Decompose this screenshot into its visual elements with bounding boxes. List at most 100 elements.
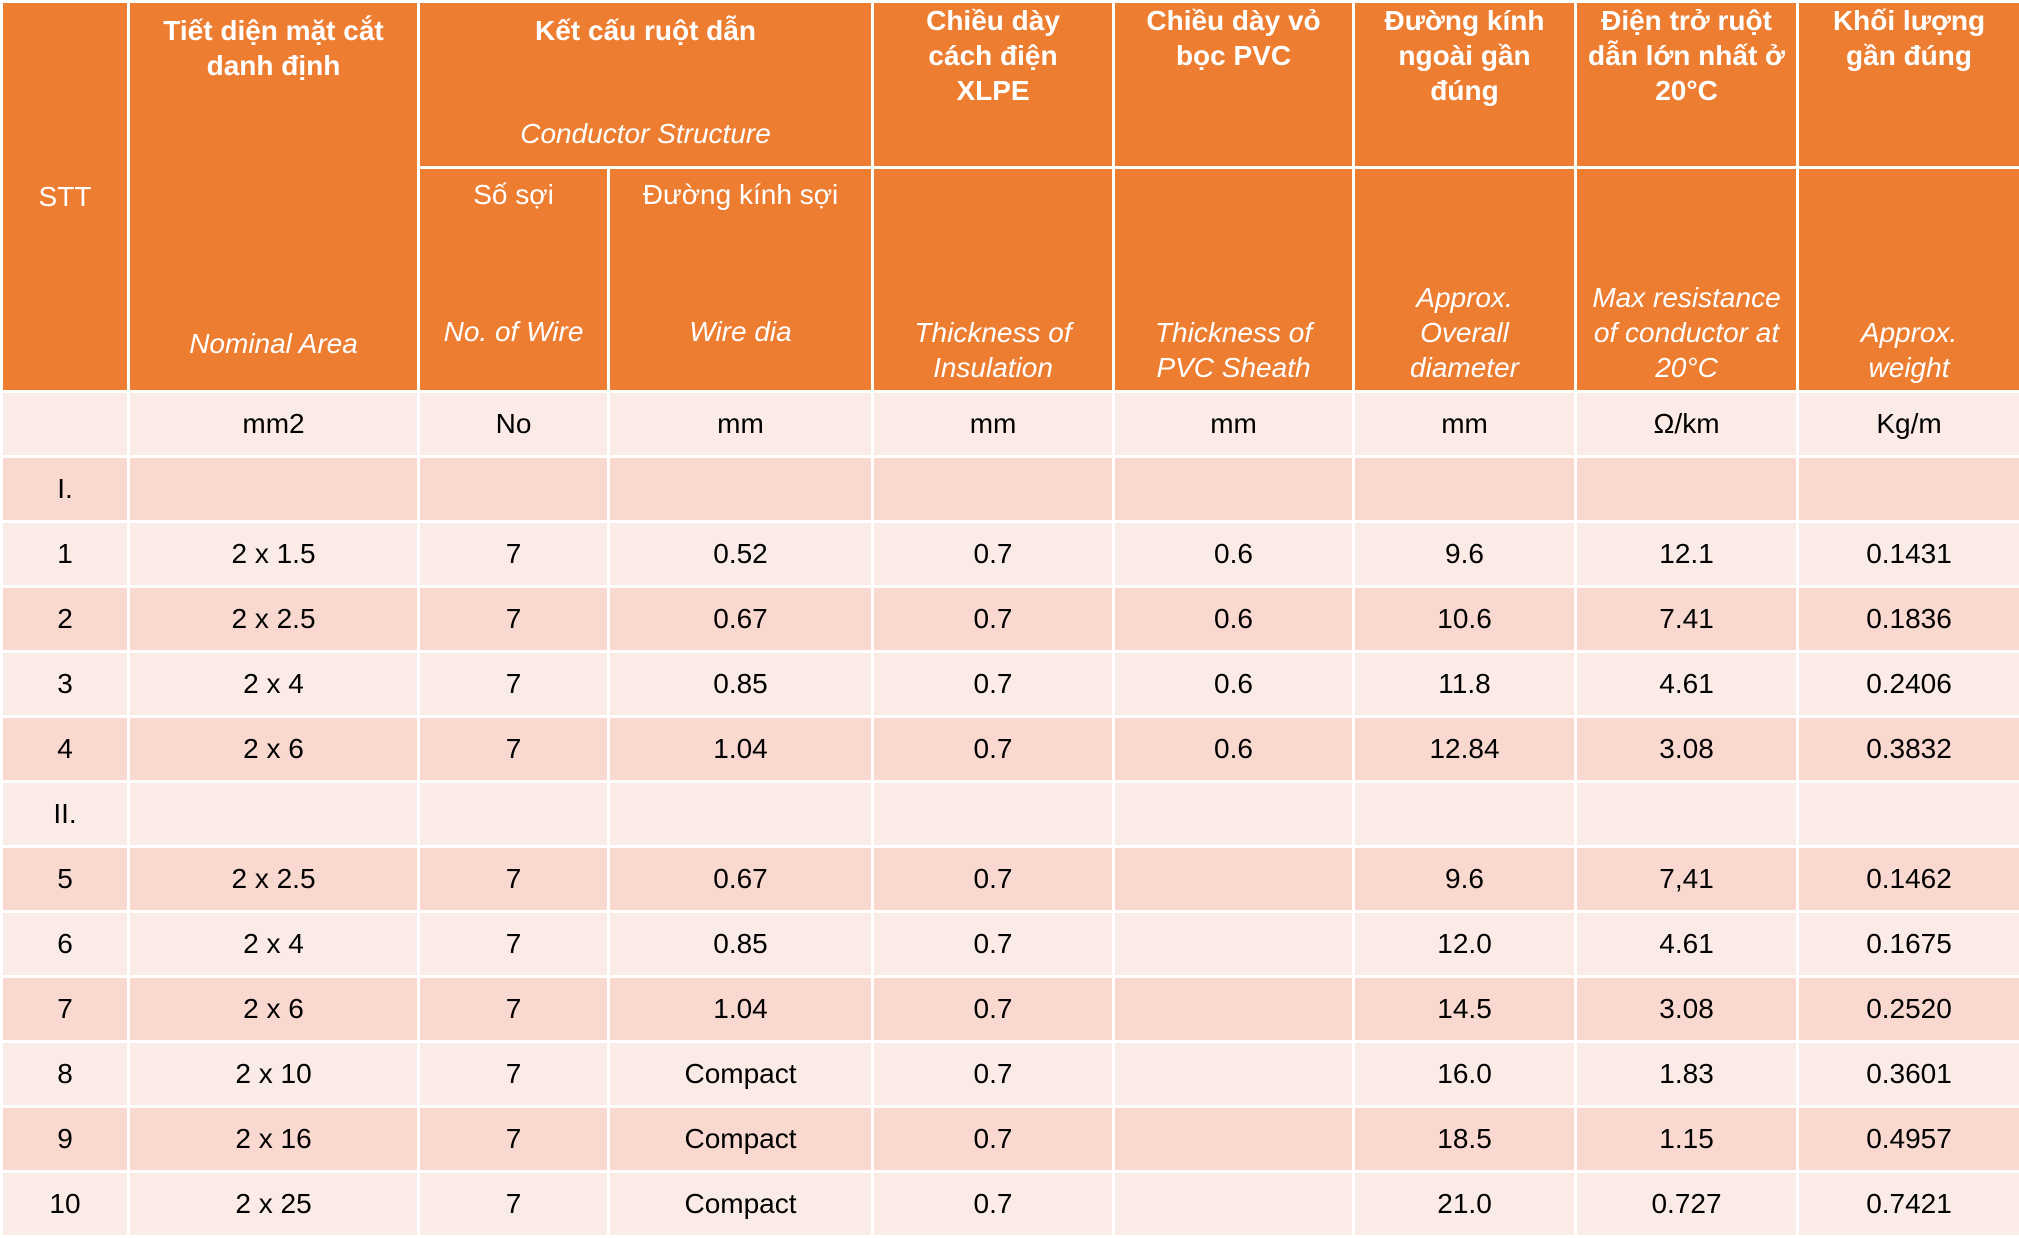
table-cell xyxy=(1112,1170,1356,1238)
table-body: mm2 No mm mm mm mm Ω/km Kg/m I. 1 2 x 1.5 7… xyxy=(0,390,2019,1238)
table-cell xyxy=(1352,455,1578,523)
row-index-cell: 7 xyxy=(0,975,130,1043)
table-cell: 0.7 xyxy=(871,1105,1116,1173)
unit-cell: Kg/m xyxy=(1796,390,2019,458)
table-cell: 12.1 xyxy=(1574,520,1800,588)
header-wire-dia-en: Wire dia xyxy=(689,315,792,347)
table-cell: 0.727 xyxy=(1574,1170,1800,1238)
table-cell xyxy=(127,455,420,523)
table-cell: 2 x 2.5 xyxy=(127,845,420,913)
table-cell: 18.5 xyxy=(1352,1105,1578,1173)
units-row: mm2 No mm mm mm mm Ω/km Kg/m xyxy=(0,390,2019,458)
table-cell xyxy=(1112,975,1356,1043)
table-cell: 1.04 xyxy=(606,975,875,1043)
header-wire-dia: Đường kính sợi Wire dia xyxy=(606,166,875,393)
header-nominal-area-vi: Tiết diện mặt cắt danh định xyxy=(163,14,384,81)
table-header: STT Tiết diện mặt cắt danh định Nominal … xyxy=(0,0,2019,393)
table-cell xyxy=(1112,910,1356,978)
header-insulation-vi-cell: Chiều dày cách điện XLPE xyxy=(871,0,1116,169)
table-cell: 0.85 xyxy=(606,910,875,978)
table-cell: 2 x 6 xyxy=(127,975,420,1043)
table-cell: 0.7 xyxy=(871,650,1116,718)
unit-cell xyxy=(0,390,130,458)
header-weight-en: Approx. weight xyxy=(1860,316,1958,383)
unit-cell: mm xyxy=(606,390,875,458)
table-cell xyxy=(1112,1105,1356,1173)
header-diameter-en-cell: Approx. Overall diameter xyxy=(1352,166,1578,393)
table-cell: 0.52 xyxy=(606,520,875,588)
header-insulation-en-cell: Thickness of Insulation xyxy=(871,166,1116,393)
table-cell: 9.6 xyxy=(1352,520,1578,588)
table-cell: 0.7 xyxy=(871,585,1116,653)
header-conductor-structure-en: Conductor Structure xyxy=(520,117,771,149)
table-cell: 0.1836 xyxy=(1796,585,2019,653)
table-cell: 4.61 xyxy=(1574,650,1800,718)
table-cell: 7 xyxy=(417,650,610,718)
table-cell: 7 xyxy=(417,1040,610,1108)
header-insulation-en: Thickness of Insulation xyxy=(914,316,1072,383)
table-cell: 0.4957 xyxy=(1796,1105,2019,1173)
table-cell: 0.67 xyxy=(606,585,875,653)
table-cell: 2 x 16 xyxy=(127,1105,420,1173)
header-no-of-wire-vi: Số sợi xyxy=(473,178,554,210)
table-cell: 9.6 xyxy=(1352,845,1578,913)
header-nominal-area-en: Nominal Area xyxy=(189,327,358,359)
table-cell: 14.5 xyxy=(1352,975,1578,1043)
table-cell: 0.6 xyxy=(1112,520,1356,588)
header-sheath-en: Thickness of PVC Sheath xyxy=(1154,316,1313,383)
table-cell: 7 xyxy=(417,715,610,783)
table-cell: 1.83 xyxy=(1574,1040,1800,1108)
row-index-cell: 10 xyxy=(0,1170,130,1238)
table-cell: 2 x 10 xyxy=(127,1040,420,1108)
table-cell: 0.7 xyxy=(871,1040,1116,1108)
table-cell xyxy=(1796,780,2019,848)
table-cell xyxy=(1112,455,1356,523)
table-cell: 7 xyxy=(417,910,610,978)
header-sheath-en-cell: Thickness of PVC Sheath xyxy=(1112,166,1356,393)
table-cell: 0.6 xyxy=(1112,650,1356,718)
row-index-cell: 9 xyxy=(0,1105,130,1173)
table-cell xyxy=(1112,1040,1356,1108)
table-cell xyxy=(1796,455,2019,523)
table-cell: 1.04 xyxy=(606,715,875,783)
table-cell: 7,41 xyxy=(1574,845,1800,913)
table-row: II. xyxy=(0,780,2019,848)
table-cell: 0.7 xyxy=(871,1170,1116,1238)
row-index-cell: 1 xyxy=(0,520,130,588)
table-cell: 0.7 xyxy=(871,910,1116,978)
table-cell xyxy=(1112,845,1356,913)
table-cell: 3.08 xyxy=(1574,975,1800,1043)
table-cell: 4.61 xyxy=(1574,910,1800,978)
table-cell: 0.7 xyxy=(871,845,1116,913)
table-cell: 0.2406 xyxy=(1796,650,2019,718)
table-cell xyxy=(606,780,875,848)
header-conductor-structure: Kết cấu ruột dẫn Conductor Structure xyxy=(416,0,875,169)
header-weight-vi: Khối lượng gần đúng xyxy=(1832,5,1986,71)
row-index-cell: 8 xyxy=(0,1040,130,1108)
table-cell: 0.7421 xyxy=(1796,1170,2019,1238)
table-cell xyxy=(417,455,610,523)
table-cell: 7 xyxy=(417,1105,610,1173)
table-cell: 16.0 xyxy=(1352,1040,1578,1108)
table-cell xyxy=(1574,455,1800,523)
table-cell xyxy=(1574,780,1800,848)
header-resistance-en-cell: Max resistance of conductor at 20°C xyxy=(1574,166,1800,393)
table-cell: 2 x 25 xyxy=(127,1170,420,1238)
table-cell xyxy=(606,455,875,523)
row-index-cell: 5 xyxy=(0,845,130,913)
header-conductor-structure-vi: Kết cấu ruột dẫn xyxy=(535,14,756,46)
table-cell: 3.08 xyxy=(1574,715,1800,783)
table-cell xyxy=(871,455,1116,523)
table-cell: 0.6 xyxy=(1112,715,1356,783)
table-cell: 7 xyxy=(417,585,610,653)
unit-cell: mm xyxy=(1112,390,1356,458)
header-weight-vi-cell: Khối lượng gần đúng xyxy=(1796,0,2019,169)
unit-cell: mm2 xyxy=(127,390,420,458)
